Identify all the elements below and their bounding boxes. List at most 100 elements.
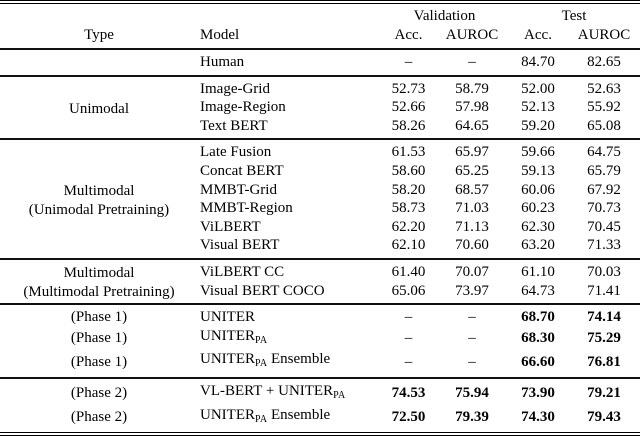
type-cell: Multimodal (Unimodal Pretraining) [0, 139, 198, 259]
test-acc-column-header: Acc. [524, 27, 552, 43]
validation-acc-column-header: Acc. [394, 27, 423, 43]
table-row: Multimodal (Unimodal Pretraining) Late Fus… [0, 139, 640, 217]
model-cell: Concat BERT [198, 162, 381, 181]
validation-auroc-cell: – [468, 330, 476, 347]
validation-acc-cell: – [404, 309, 413, 326]
type-label-line: (Multimodal Pretraining) [23, 284, 175, 301]
model-column-header: Model [200, 27, 240, 43]
validation-auroc-cell: 65.25 [455, 162, 489, 179]
validation-auroc-cell: 58.79 [455, 80, 489, 97]
validation-acc-cell: 58.26 [391, 117, 426, 134]
table-section-1: Unimodal Image-Grid 52.73 58.79 52.00 52.63 Im… [0, 75, 640, 140]
validation-acc-cell: 58.60 [391, 162, 426, 179]
table-row: ViLBERT 62.20 71.13 62.30 70.45 [0, 218, 640, 237]
validation-acc-cell: 58.73 [391, 200, 426, 217]
test-auroc-cell: 76.81 [587, 353, 621, 370]
table-row: (Phase 2) VL-BERT + UNITERPA 74.53 75.94 73.… [0, 378, 640, 406]
model-name-subscript: PA [255, 358, 268, 370]
model-name: UNITER [200, 406, 255, 423]
model-cell: MMBT-Region [198, 199, 381, 218]
table-section-5: (Phase 2) VL-BERT + UNITERPA 74.53 75.94 73.… [0, 377, 640, 434]
model-name: UNITER [200, 351, 255, 368]
table-row: (Phase 1) UNITER – – 68.70 74.14 [0, 304, 640, 327]
table-row: Multimodal (Multimodal Pretraining) ViLBER… [0, 259, 640, 300]
model-name: ViLBERT [200, 218, 261, 235]
table-row: Image-Region 52.66 57.98 52.13 55.92 [0, 98, 640, 117]
table-row: MMBT-Region 58.73 71.03 60.23 70.73 [0, 199, 640, 218]
table-row: (Phase 1) UNITERPA – – 68.30 75.29 [0, 327, 640, 351]
test-acc-cell: 59.13 [521, 162, 555, 179]
model-name: VL-BERT + UNITER [200, 382, 334, 399]
table-section-2: Multimodal (Unimodal Pretraining) Late Fus… [0, 139, 640, 259]
model-cell: Text BERT [198, 117, 381, 140]
model-name-subscript: PA [333, 389, 346, 401]
validation-acc-cell: 52.73 [391, 80, 426, 97]
model-cell: UNITER [198, 304, 381, 327]
test-auroc-cell: 82.65 [587, 54, 621, 70]
header-spacer-model [198, 2, 381, 26]
validation-auroc-cell: 70.60 [455, 237, 489, 254]
validation-acc-cell: 74.53 [391, 385, 426, 402]
model-name: MMBT-Grid [200, 181, 277, 198]
validation-auroc-cell: 65.97 [455, 144, 489, 161]
model-cell: ViLBERT [198, 218, 381, 237]
model-name: Late Fusion [200, 144, 272, 161]
model-cell: Human [198, 49, 381, 76]
validation-acc-cell: 58.20 [391, 181, 426, 198]
validation-auroc-cell: – [468, 309, 476, 326]
table-row: Concat BERT 58.60 65.25 59.13 65.79 [0, 162, 640, 181]
validation-auroc-cell: – [468, 54, 476, 70]
type-label-line: Multimodal [63, 183, 135, 200]
type-cell: Multimodal (Multimodal Pretraining) [0, 259, 198, 304]
validation-auroc-cell: 57.98 [455, 99, 489, 116]
test-auroc-cell: 74.14 [587, 309, 621, 326]
validation-acc-cell: 52.66 [391, 99, 426, 116]
type-cell: (Phase 1) [70, 309, 128, 326]
type-label-line: Multimodal [63, 265, 135, 282]
model-name: UNITER [200, 327, 255, 344]
test-auroc-cell: 71.33 [587, 237, 621, 254]
test-auroc-cell: 75.29 [587, 330, 621, 347]
test-auroc-cell: 79.21 [587, 385, 621, 402]
validation-acc-cell: 62.10 [391, 237, 426, 254]
test-auroc-cell: 70.73 [587, 200, 621, 217]
validation-auroc-column-header: AUROC [445, 27, 499, 43]
test-acc-cell: 61.10 [521, 263, 555, 280]
test-auroc-column-header: AUROC [577, 27, 631, 43]
model-name: MMBT-Region [200, 200, 293, 217]
model-cell: Image-Region [198, 98, 381, 117]
validation-group-header: Validation [413, 8, 476, 24]
test-auroc-cell: 64.75 [587, 144, 621, 161]
test-acc-cell: 63.20 [521, 237, 555, 254]
validation-auroc-cell: – [468, 353, 476, 370]
table-row: Visual BERT COCO 65.06 73.97 64.73 71.41 [0, 282, 640, 305]
table-row: Text BERT 58.26 64.65 59.20 65.08 [0, 117, 640, 140]
validation-auroc-cell: 64.65 [455, 117, 489, 134]
test-auroc-cell: 52.63 [587, 80, 621, 97]
test-acc-cell: 52.00 [521, 80, 555, 97]
model-cell: Visual BERT [198, 236, 381, 259]
model-cell: Late Fusion [198, 139, 381, 162]
validation-acc-cell: – [404, 353, 413, 370]
table-row: Visual BERT 62.10 70.60 63.20 71.33 [0, 236, 640, 259]
model-name: UNITER [200, 309, 255, 326]
test-auroc-cell: 65.08 [587, 117, 621, 134]
model-cell: MMBT-Grid [198, 181, 381, 200]
test-auroc-cell: 70.03 [587, 263, 621, 280]
test-auroc-cell: 65.79 [587, 162, 621, 179]
validation-acc-cell: – [404, 54, 413, 70]
test-acc-cell: 59.66 [521, 144, 555, 161]
model-name: ViLBERT CC [200, 263, 285, 280]
model-name: Image-Region [200, 99, 286, 116]
test-acc-cell: 62.30 [521, 218, 555, 235]
validation-acc-cell: 65.06 [391, 282, 426, 299]
type-cell: (Phase 2) [70, 385, 128, 402]
table-section-4: (Phase 1) UNITER – – 68.70 74.14 (Phase 1) UNIT… [0, 304, 640, 378]
model-name: Visual BERT COCO [200, 282, 325, 299]
validation-acc-cell: 62.20 [391, 218, 426, 235]
model-cell: VL-BERT + UNITERPA [198, 378, 381, 406]
test-acc-cell: 84.70 [521, 54, 555, 70]
header-columns-row: Type Model Acc. AUROC Acc. AUROC [0, 26, 640, 49]
model-name-subscript: PA [255, 413, 268, 425]
